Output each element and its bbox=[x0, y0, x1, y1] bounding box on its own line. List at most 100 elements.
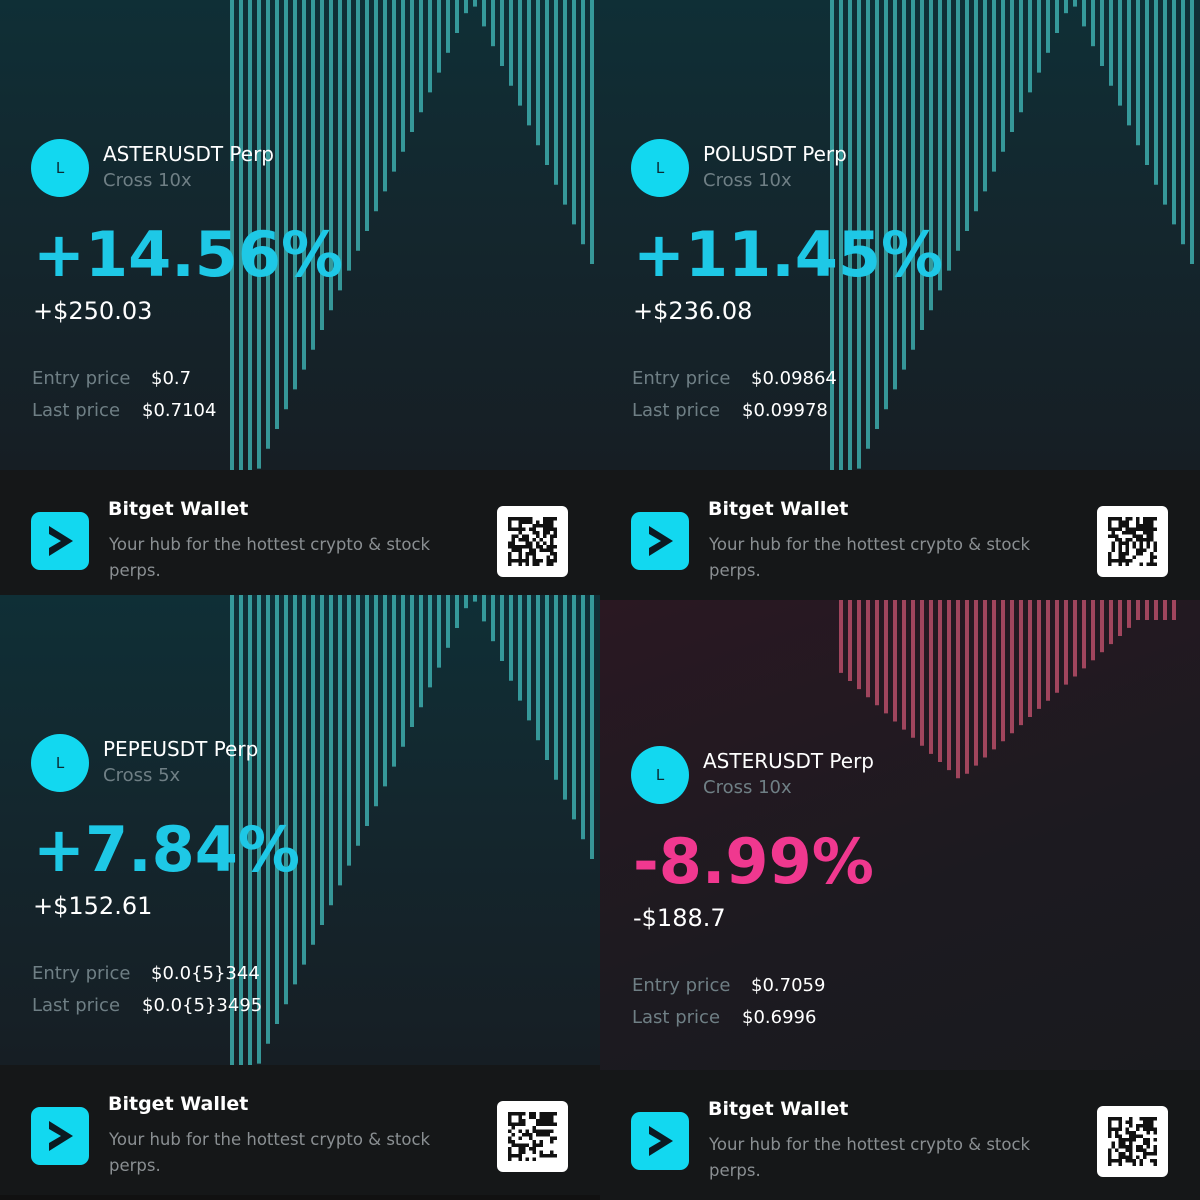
qr-cell bbox=[1153, 1152, 1157, 1156]
entry-price: $0.0{5}344 bbox=[151, 963, 260, 984]
qr-cell bbox=[508, 1119, 512, 1123]
qr-cell bbox=[511, 545, 515, 549]
qr-cell bbox=[550, 1122, 554, 1126]
qr-cell bbox=[508, 520, 512, 524]
qr-cell bbox=[1150, 1152, 1154, 1156]
qr-cell bbox=[515, 527, 519, 531]
qr-cell bbox=[1146, 520, 1150, 524]
qr-cell bbox=[532, 1157, 536, 1161]
qr-cell bbox=[1115, 1127, 1119, 1131]
last-label: Last price bbox=[32, 400, 121, 421]
entry-price: $0.7 bbox=[151, 368, 192, 389]
qr-cell bbox=[1129, 1152, 1133, 1156]
qr-cell bbox=[1118, 545, 1122, 549]
qr-cell bbox=[546, 531, 550, 535]
qr-cell bbox=[518, 1157, 522, 1161]
avatar: L bbox=[31, 734, 89, 792]
qr-cell bbox=[1143, 1124, 1147, 1128]
qr-cell bbox=[529, 545, 533, 549]
qr-cell bbox=[515, 1154, 519, 1158]
qr-cell bbox=[546, 545, 550, 549]
qr-cell bbox=[518, 527, 522, 531]
qr-cell bbox=[511, 1154, 515, 1158]
qr-cell bbox=[515, 559, 519, 563]
qr-cell bbox=[1118, 562, 1122, 566]
qr-cell bbox=[508, 1136, 512, 1140]
qr-cell bbox=[518, 545, 522, 549]
last-label: Last price bbox=[32, 995, 121, 1016]
qr-cell bbox=[525, 1129, 529, 1133]
qr-cell bbox=[539, 1150, 543, 1154]
qr-cell bbox=[1129, 1155, 1133, 1159]
qr-cell bbox=[1118, 1159, 1122, 1163]
qr-cell bbox=[1108, 555, 1112, 559]
qr-cell bbox=[539, 524, 543, 528]
qr-cell bbox=[508, 559, 512, 563]
qr-cell bbox=[532, 552, 536, 556]
icon-bg bbox=[31, 512, 89, 570]
qr-cell bbox=[511, 534, 515, 538]
qr-cell bbox=[1108, 1159, 1112, 1163]
qr-cell bbox=[1146, 534, 1150, 538]
qr-cell bbox=[1122, 531, 1126, 535]
qr-cell bbox=[511, 1133, 515, 1137]
qr-cell bbox=[1139, 541, 1143, 545]
footer-title: Bitget Wallet bbox=[108, 1093, 249, 1115]
stripes bbox=[839, 600, 1176, 779]
qr-cell bbox=[1146, 1124, 1150, 1128]
icon-bg bbox=[631, 1112, 689, 1170]
qr-cell bbox=[1146, 562, 1150, 566]
qr-cell bbox=[546, 524, 550, 528]
qr-cell bbox=[1115, 1131, 1119, 1135]
qr-cell bbox=[553, 517, 557, 521]
footer-title: Bitget Wallet bbox=[708, 1098, 849, 1120]
qr-cell bbox=[550, 527, 554, 531]
qr-cell bbox=[515, 1143, 519, 1147]
qr-cell bbox=[1125, 1159, 1129, 1163]
qr-cell bbox=[518, 559, 522, 563]
qr-cell bbox=[511, 1140, 515, 1144]
qr-cell bbox=[1146, 517, 1150, 521]
trade-card: L POLUSDT Perp Cross 10x +11.45% +$236.08 Ent… bbox=[600, 0, 1200, 600]
qr-cell bbox=[1150, 552, 1154, 556]
card-body: L PEPEUSDT Perp Cross 5x +7.84% +$152.61 Entr… bbox=[0, 595, 600, 1065]
qr-cell bbox=[536, 534, 540, 538]
qr-code bbox=[497, 1101, 568, 1172]
qr-cell bbox=[511, 1126, 515, 1130]
qr-cell bbox=[1118, 527, 1122, 531]
qr-cell bbox=[1139, 1124, 1143, 1128]
qr-cell bbox=[550, 1112, 554, 1116]
qr-cell bbox=[543, 1119, 547, 1123]
symbol: POLUSDT Perp bbox=[703, 142, 847, 166]
qr-cell bbox=[525, 1133, 529, 1137]
qr-cell bbox=[1143, 1155, 1147, 1159]
qr-cell bbox=[1122, 552, 1126, 556]
qr-cell bbox=[1146, 541, 1150, 545]
qr-cell bbox=[1132, 1131, 1136, 1135]
qr-cell bbox=[1111, 541, 1115, 545]
qr-cell bbox=[518, 548, 522, 552]
qr-cell bbox=[1122, 1141, 1126, 1145]
qr-cell bbox=[1125, 541, 1129, 545]
qr-cell bbox=[550, 559, 554, 563]
qr-cell bbox=[550, 1136, 554, 1140]
qr-cell bbox=[515, 1112, 519, 1116]
qr-cell bbox=[515, 517, 519, 521]
qr-cell bbox=[529, 527, 533, 531]
qr-cell bbox=[1129, 1145, 1133, 1149]
qr-cell bbox=[1153, 1162, 1157, 1166]
qr-cell bbox=[1139, 552, 1143, 556]
qr-cell bbox=[1139, 1159, 1143, 1163]
qr-cell bbox=[529, 520, 533, 524]
qr-cell bbox=[1125, 524, 1129, 528]
qr-cell bbox=[1122, 1145, 1126, 1149]
qr-cell bbox=[543, 541, 547, 545]
qr-cell bbox=[508, 1154, 512, 1158]
qr-cell bbox=[1143, 548, 1147, 552]
qr-cell bbox=[511, 1122, 515, 1126]
qr-cell bbox=[1132, 527, 1136, 531]
qr-cell bbox=[1115, 1148, 1119, 1152]
qr-cell bbox=[1129, 1120, 1133, 1124]
qr-cell bbox=[543, 1133, 547, 1137]
